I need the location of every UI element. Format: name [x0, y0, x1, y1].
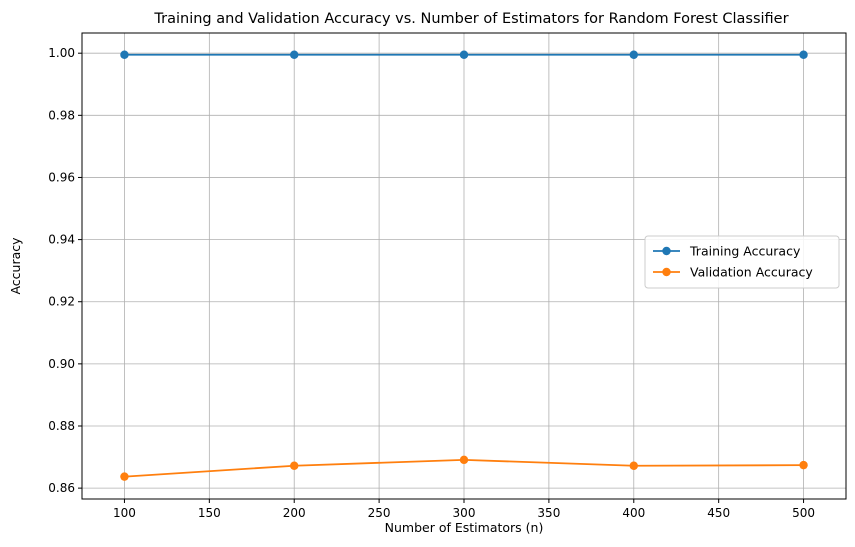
data-point-series-0 [459, 50, 469, 59]
series-group [120, 50, 808, 481]
data-point-series-1 [290, 461, 299, 470]
x-tick-label: 150 [198, 506, 221, 520]
data-point-series-1 [799, 460, 808, 470]
data-point-series-1 [629, 461, 638, 470]
y-tick-label: 0.90 [48, 357, 75, 371]
y-tick-label: 0.92 [48, 295, 75, 309]
legend-box [644, 235, 840, 289]
y-tick-label: 0.98 [48, 108, 75, 122]
y-axis-label: Accuracy [8, 237, 23, 295]
chart-title: Training and Validation Accuracy vs. Num… [153, 11, 788, 27]
y-tick-label: 1.00 [48, 46, 75, 60]
x-tick-label: 200 [283, 506, 306, 520]
legend-label-validation: Validation Accuracy [690, 265, 813, 280]
y-tick-label: 0.86 [48, 481, 75, 495]
data-point-series-1 [459, 455, 469, 465]
data-point-series-0 [629, 50, 638, 59]
legend-marker-training [662, 246, 671, 256]
data-point-series-1 [120, 472, 129, 481]
y-tick-label: 0.88 [48, 419, 75, 433]
data-point-series-0 [799, 50, 808, 59]
x-axis-label: Number of Estimators (n) [385, 520, 544, 535]
data-point-series-0 [120, 50, 129, 59]
x-tick-label: 300 [453, 506, 476, 520]
x-tick-label: 450 [707, 506, 730, 520]
x-tick-label: 250 [368, 506, 391, 520]
axis-ticks: 100 150 200 250 300 350 400 450 500 0.86 0.88 0.90 0… [48, 46, 815, 520]
x-tick-label: 500 [792, 506, 815, 520]
data-point-series-0 [290, 50, 299, 59]
x-tick-label: 400 [622, 506, 645, 520]
y-tick-label: 0.94 [48, 233, 75, 247]
legend-label-training: Training Accuracy [689, 244, 801, 259]
legend: Training Accuracy Validation Accuracy [644, 235, 840, 289]
x-tick-label: 350 [537, 506, 560, 520]
legend-marker-validation [662, 267, 671, 277]
x-tick-label: 100 [113, 506, 136, 520]
y-tick-label: 0.96 [48, 170, 75, 184]
